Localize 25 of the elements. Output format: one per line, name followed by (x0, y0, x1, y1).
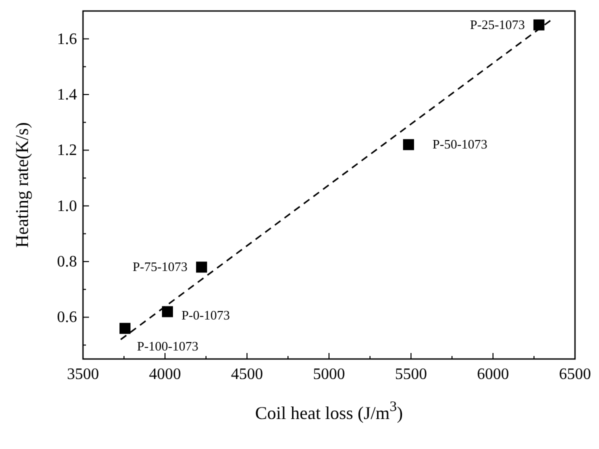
y-tick-label: 1.2 (57, 142, 77, 160)
x-tick-label: 4500 (231, 366, 263, 383)
x-tick-label: 3500 (67, 366, 99, 383)
point (119, 322, 130, 334)
annotation: P-50-1073 (432, 136, 488, 152)
x-tick-label: 5000 (313, 366, 345, 383)
point (196, 262, 208, 273)
x-axis-title: Coil heat loss (J/m$^{3}$) (255, 399, 403, 423)
x-tick-label: 4000 (149, 366, 181, 383)
y-tick-label: 1.6 (57, 30, 77, 48)
point (162, 306, 173, 318)
x-tick-label: 6000 (477, 366, 509, 383)
y-tick-label: 0.8 (57, 254, 77, 271)
annotation: P-100-1073 (136, 338, 198, 354)
y-tick-label: 0.6 (57, 309, 77, 326)
y-tick-label: 1.4 (57, 86, 77, 104)
annotation: P-25-1073 (470, 16, 525, 32)
x-tick-label: 5500 (395, 366, 427, 383)
point (403, 139, 414, 150)
annotation: P-0-1073 (181, 308, 230, 323)
point (533, 19, 544, 30)
annotation: P-75-1073 (132, 259, 188, 274)
x-tick-label: 6500 (559, 366, 591, 383)
y-axis-title: Heating rate(K/s) (12, 122, 32, 248)
y-tick-label: 1.0 (57, 198, 77, 215)
